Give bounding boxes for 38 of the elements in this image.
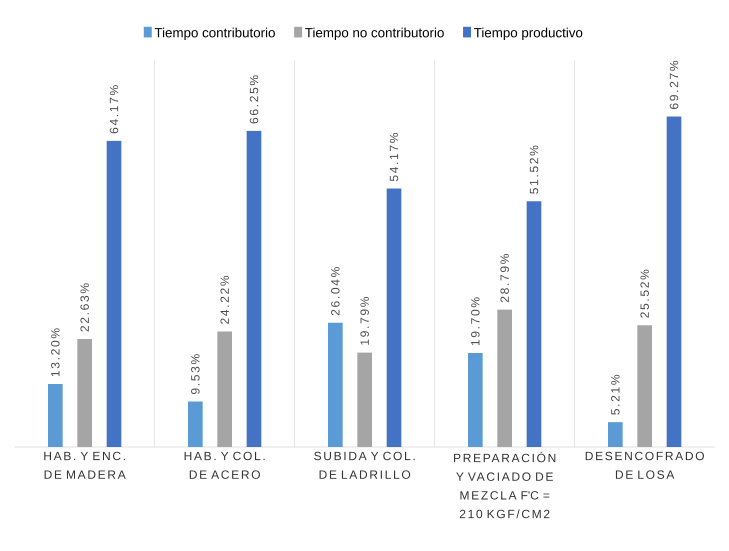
bar — [637, 325, 652, 448]
bar — [106, 140, 122, 448]
bar — [48, 384, 63, 448]
data-label: 25.52% — [640, 270, 649, 318]
bar — [386, 188, 402, 448]
bar — [357, 352, 372, 448]
data-label: 66.25% — [250, 75, 258, 124]
bar — [217, 331, 232, 448]
legend-label: Tiempo productivo — [474, 28, 582, 40]
x-tick-label: PREPARACIÓN Y VACIADO DE MEZCLA F'C = 210 KGF/CM2 — [454, 452, 556, 518]
data-label: 9.53% — [191, 354, 200, 394]
bar — [526, 201, 542, 448]
legend-label: Tiempo no contributorio — [305, 28, 444, 40]
bar — [468, 353, 483, 448]
data-label: 64.17% — [110, 85, 118, 134]
x-tick-label: SUBIDA Y COL. DE LADRILLO — [314, 452, 415, 479]
bar — [188, 402, 203, 448]
data-label: 69.27% — [670, 60, 678, 109]
legend-label: Tiempo contributorio — [154, 28, 275, 40]
bar — [497, 310, 512, 448]
bar — [666, 116, 682, 448]
x-tick-label: DESENCOFRADO DE LOSA — [586, 452, 704, 479]
bar — [77, 339, 92, 448]
data-label: 5.21% — [611, 374, 620, 415]
data-label: 13.20% — [51, 328, 60, 376]
data-label: 51.52% — [530, 146, 538, 194]
data-label: 54.17% — [390, 132, 398, 182]
data-label: 24.22% — [220, 276, 229, 324]
bar — [328, 322, 343, 448]
data-label: 28.79% — [500, 254, 509, 302]
data-label: 26.04% — [331, 267, 340, 316]
data-label: 22.63% — [80, 283, 89, 332]
x-tick-label: HAB. Y COL. DE ACERO — [184, 452, 265, 479]
bar — [608, 422, 623, 448]
data-label: 19.70% — [471, 297, 480, 346]
bar — [246, 130, 262, 448]
x-tick-label: HAB. Y ENC. DE MADERA — [44, 452, 126, 479]
data-label: 19.79% — [360, 296, 369, 345]
